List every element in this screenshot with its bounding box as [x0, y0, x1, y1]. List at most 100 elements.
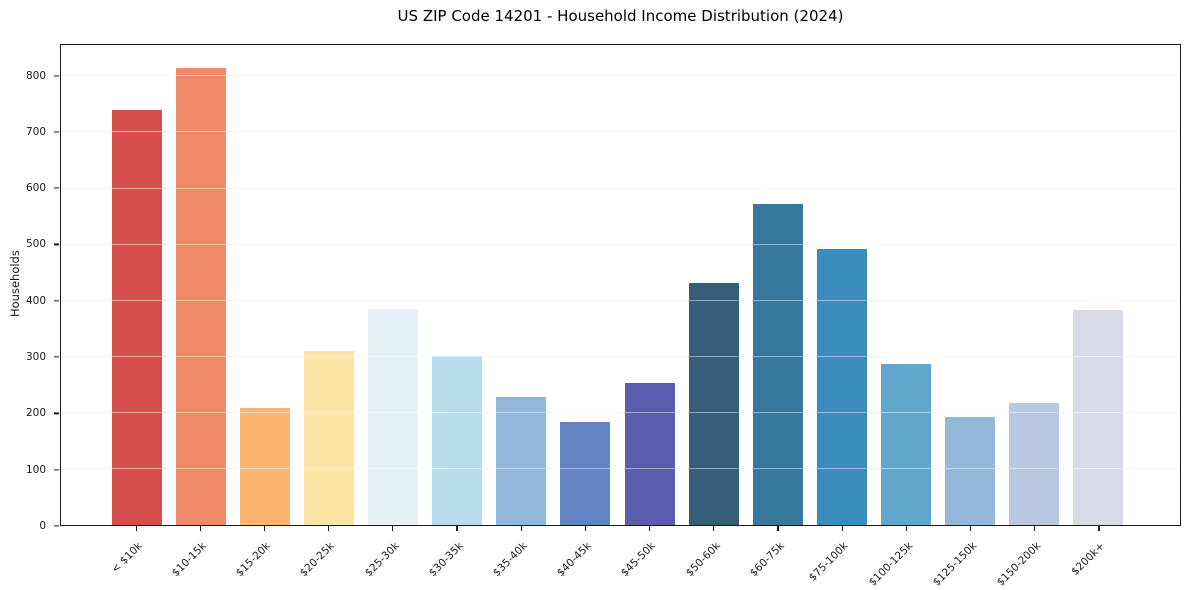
bar-75-100k: [816, 248, 867, 525]
x-tick-mark-100-125k: [905, 526, 907, 531]
bar-slot-20-25k: [297, 45, 361, 525]
bar-20-25k: [304, 351, 355, 525]
x-tick-label-200k: $200k+: [1069, 540, 1108, 578]
bar-40-45k: [560, 421, 611, 525]
x-label-cell-35-40k: $35-40k: [489, 532, 553, 590]
bar-100-125k: [880, 364, 931, 525]
grid-line-400: [61, 299, 1180, 301]
bar-slot-35-40k: [489, 45, 553, 525]
x-axis-ticks: [60, 526, 1181, 531]
x-tick-label-150-200k: $150-200k: [994, 540, 1044, 589]
x-label-cell-30-35k: $30-35k: [425, 532, 489, 590]
bar-50-60k: [688, 282, 739, 525]
y-tick-label-200: 200: [25, 407, 46, 420]
bar-slot-15-20k: [233, 45, 297, 525]
x-tick-mark-40-45k: [584, 526, 586, 531]
y-tick-mark-600: [54, 187, 59, 189]
bar-30-35k: [432, 355, 483, 525]
bar-slot-125-150k: [938, 45, 1002, 525]
x-tick-cell-35-40k: [489, 526, 553, 531]
x-label-cell-50-60k: $50-60k: [682, 532, 746, 590]
x-tick-label-10k: < $10k: [109, 540, 145, 576]
y-tick-mark-400: [54, 300, 59, 302]
x-tick-cell-20-25k: [297, 526, 361, 531]
y-tick-label-0: 0: [39, 520, 46, 532]
bar-slot-30-35k: [425, 45, 489, 525]
y-tick-mark-300: [54, 356, 59, 358]
x-label-cell-150-200k: $150-200k: [995, 532, 1067, 590]
x-label-cell-100-125k: $100-125k: [866, 532, 938, 590]
bar-slot-200k: [1066, 45, 1130, 525]
x-tick-mark-25-30k: [392, 526, 394, 531]
y-tick-mark-500: [54, 243, 59, 246]
grid-line-overlay-300: [61, 355, 1180, 357]
x-tick-mark-10-15k: [199, 526, 201, 531]
x-label-cell-40-45k: $40-45k: [553, 532, 617, 590]
x-tick-cell-200k: [1067, 526, 1131, 531]
x-label-cell-200k: $200k+: [1067, 532, 1131, 590]
x-tick-mark-30-35k: [456, 526, 458, 531]
bar-slot-150-200k: [1002, 45, 1066, 525]
x-tick-mark-125-150k: [969, 526, 972, 531]
x-axis-labels: < $10k $10-15k $15-20k $20-25k $25-30k $30-35…: [60, 532, 1181, 590]
y-tick-mark-200: [54, 412, 59, 414]
y-tick-label-300: 300: [25, 351, 46, 364]
x-tick-cell-100-125k: [874, 526, 938, 531]
y-tick-label-600: 600: [25, 182, 46, 195]
x-label-cell-15-20k: $15-20k: [232, 532, 296, 590]
grid-line-overlay-600: [61, 187, 1180, 189]
y-axis-ticks: 0 100 200 300 400 500 600 700 800: [0, 44, 60, 532]
x-label-cell-45-50k: $45-50k: [618, 532, 682, 590]
y-tick-mark-100: [54, 469, 59, 471]
x-tick-label-40-45k: $40-45k: [554, 540, 594, 580]
grid-line-overlay-800: [61, 75, 1180, 77]
bar-125-150k: [944, 416, 995, 525]
y-tick-label-400: 400: [25, 294, 46, 307]
bar-25-30k: [368, 309, 419, 525]
y-tick-mark-800: [54, 74, 59, 77]
bar-35-40k: [496, 396, 547, 525]
grid-line-overlay-200: [61, 411, 1180, 413]
bars-container: [61, 45, 1180, 525]
x-tick-cell-45-50k: [618, 526, 682, 531]
bar-200k: [1072, 309, 1123, 525]
y-tick-label-800: 800: [25, 69, 46, 82]
x-tick-mark-20-25k: [328, 526, 330, 531]
bar-slot-45-50k: [618, 45, 682, 525]
bar-150-200k: [1008, 402, 1059, 525]
plot-area: [60, 44, 1181, 526]
bar-10k: [112, 110, 163, 525]
x-tick-mark-150-200k: [1034, 526, 1036, 531]
x-label-cell-25-30k: $25-30k: [361, 532, 425, 590]
x-tick-cell-125-150k: [938, 526, 1002, 531]
x-tick-label-45-50k: $45-50k: [618, 540, 659, 580]
x-tick-label-100-125k: $100-125k: [866, 540, 915, 589]
grid-line-200: [61, 411, 1180, 413]
grid-line-overlay-500: [61, 243, 1180, 245]
grid-line-100: [61, 467, 1180, 469]
x-label-cell-75-100k: $75-100k: [807, 532, 874, 590]
bar-60-75k: [752, 204, 803, 525]
y-tick-label-700: 700: [25, 125, 46, 138]
bar-15-20k: [240, 408, 291, 525]
bar-slot-40-45k: [553, 45, 617, 525]
grid-line-overlay-700: [61, 131, 1180, 133]
x-tick-label-30-35k: $30-35k: [426, 540, 466, 580]
grid-line-800: [61, 75, 1180, 77]
x-tick-mark-10k: [135, 526, 137, 531]
bar-slot-60-75k: [746, 45, 810, 525]
x-tick-label-15-20k: $15-20k: [233, 540, 273, 580]
bar-slot-50-60k: [682, 45, 746, 525]
x-label-cell-60-75k: $60-75k: [746, 532, 810, 590]
x-tick-mark-60-75k: [777, 526, 779, 531]
bar-slot-75-100k: [810, 45, 874, 525]
x-tick-cell-10k: [104, 526, 168, 531]
x-tick-cell-15-20k: [232, 526, 296, 531]
grid-line-500: [61, 243, 1180, 245]
y-tick-label-500: 500: [25, 238, 46, 251]
bar-45-50k: [624, 382, 675, 525]
chart-title: US ZIP Code 14201 - Household Income Dis…: [397, 7, 844, 25]
x-tick-cell-50-60k: [682, 526, 746, 531]
x-label-cell-20-25k: $20-25k: [297, 532, 361, 590]
